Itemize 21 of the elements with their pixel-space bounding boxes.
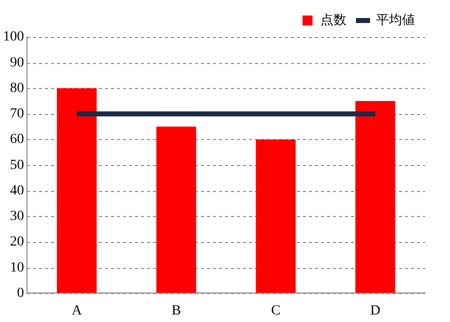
y-tick-label: 70 [10, 106, 24, 122]
y-tick-label: 20 [10, 234, 24, 250]
legend-label: 平均値 [376, 12, 415, 27]
y-tick-label: 90 [10, 55, 24, 70]
bar [256, 139, 296, 293]
y-tick-label: 50 [10, 158, 24, 173]
bar [56, 88, 97, 293]
y-tick-label: 80 [10, 80, 24, 96]
x-tick-label: B [172, 303, 181, 318]
x-tick-label: C [271, 303, 280, 318]
x-tick-label: D [370, 303, 380, 318]
bar [156, 126, 196, 293]
bar [355, 101, 396, 293]
x-tick-label: A [72, 303, 83, 318]
y-tick-label: 40 [10, 183, 24, 198]
y-tick-label: 0 [17, 286, 24, 301]
y-tick-label: 10 [10, 260, 24, 276]
y-tick-label: 60 [10, 132, 24, 148]
y-tick-label: 100 [3, 30, 24, 45]
y-tick-label: 30 [10, 209, 24, 224]
legend-label: 点数 [320, 12, 346, 27]
